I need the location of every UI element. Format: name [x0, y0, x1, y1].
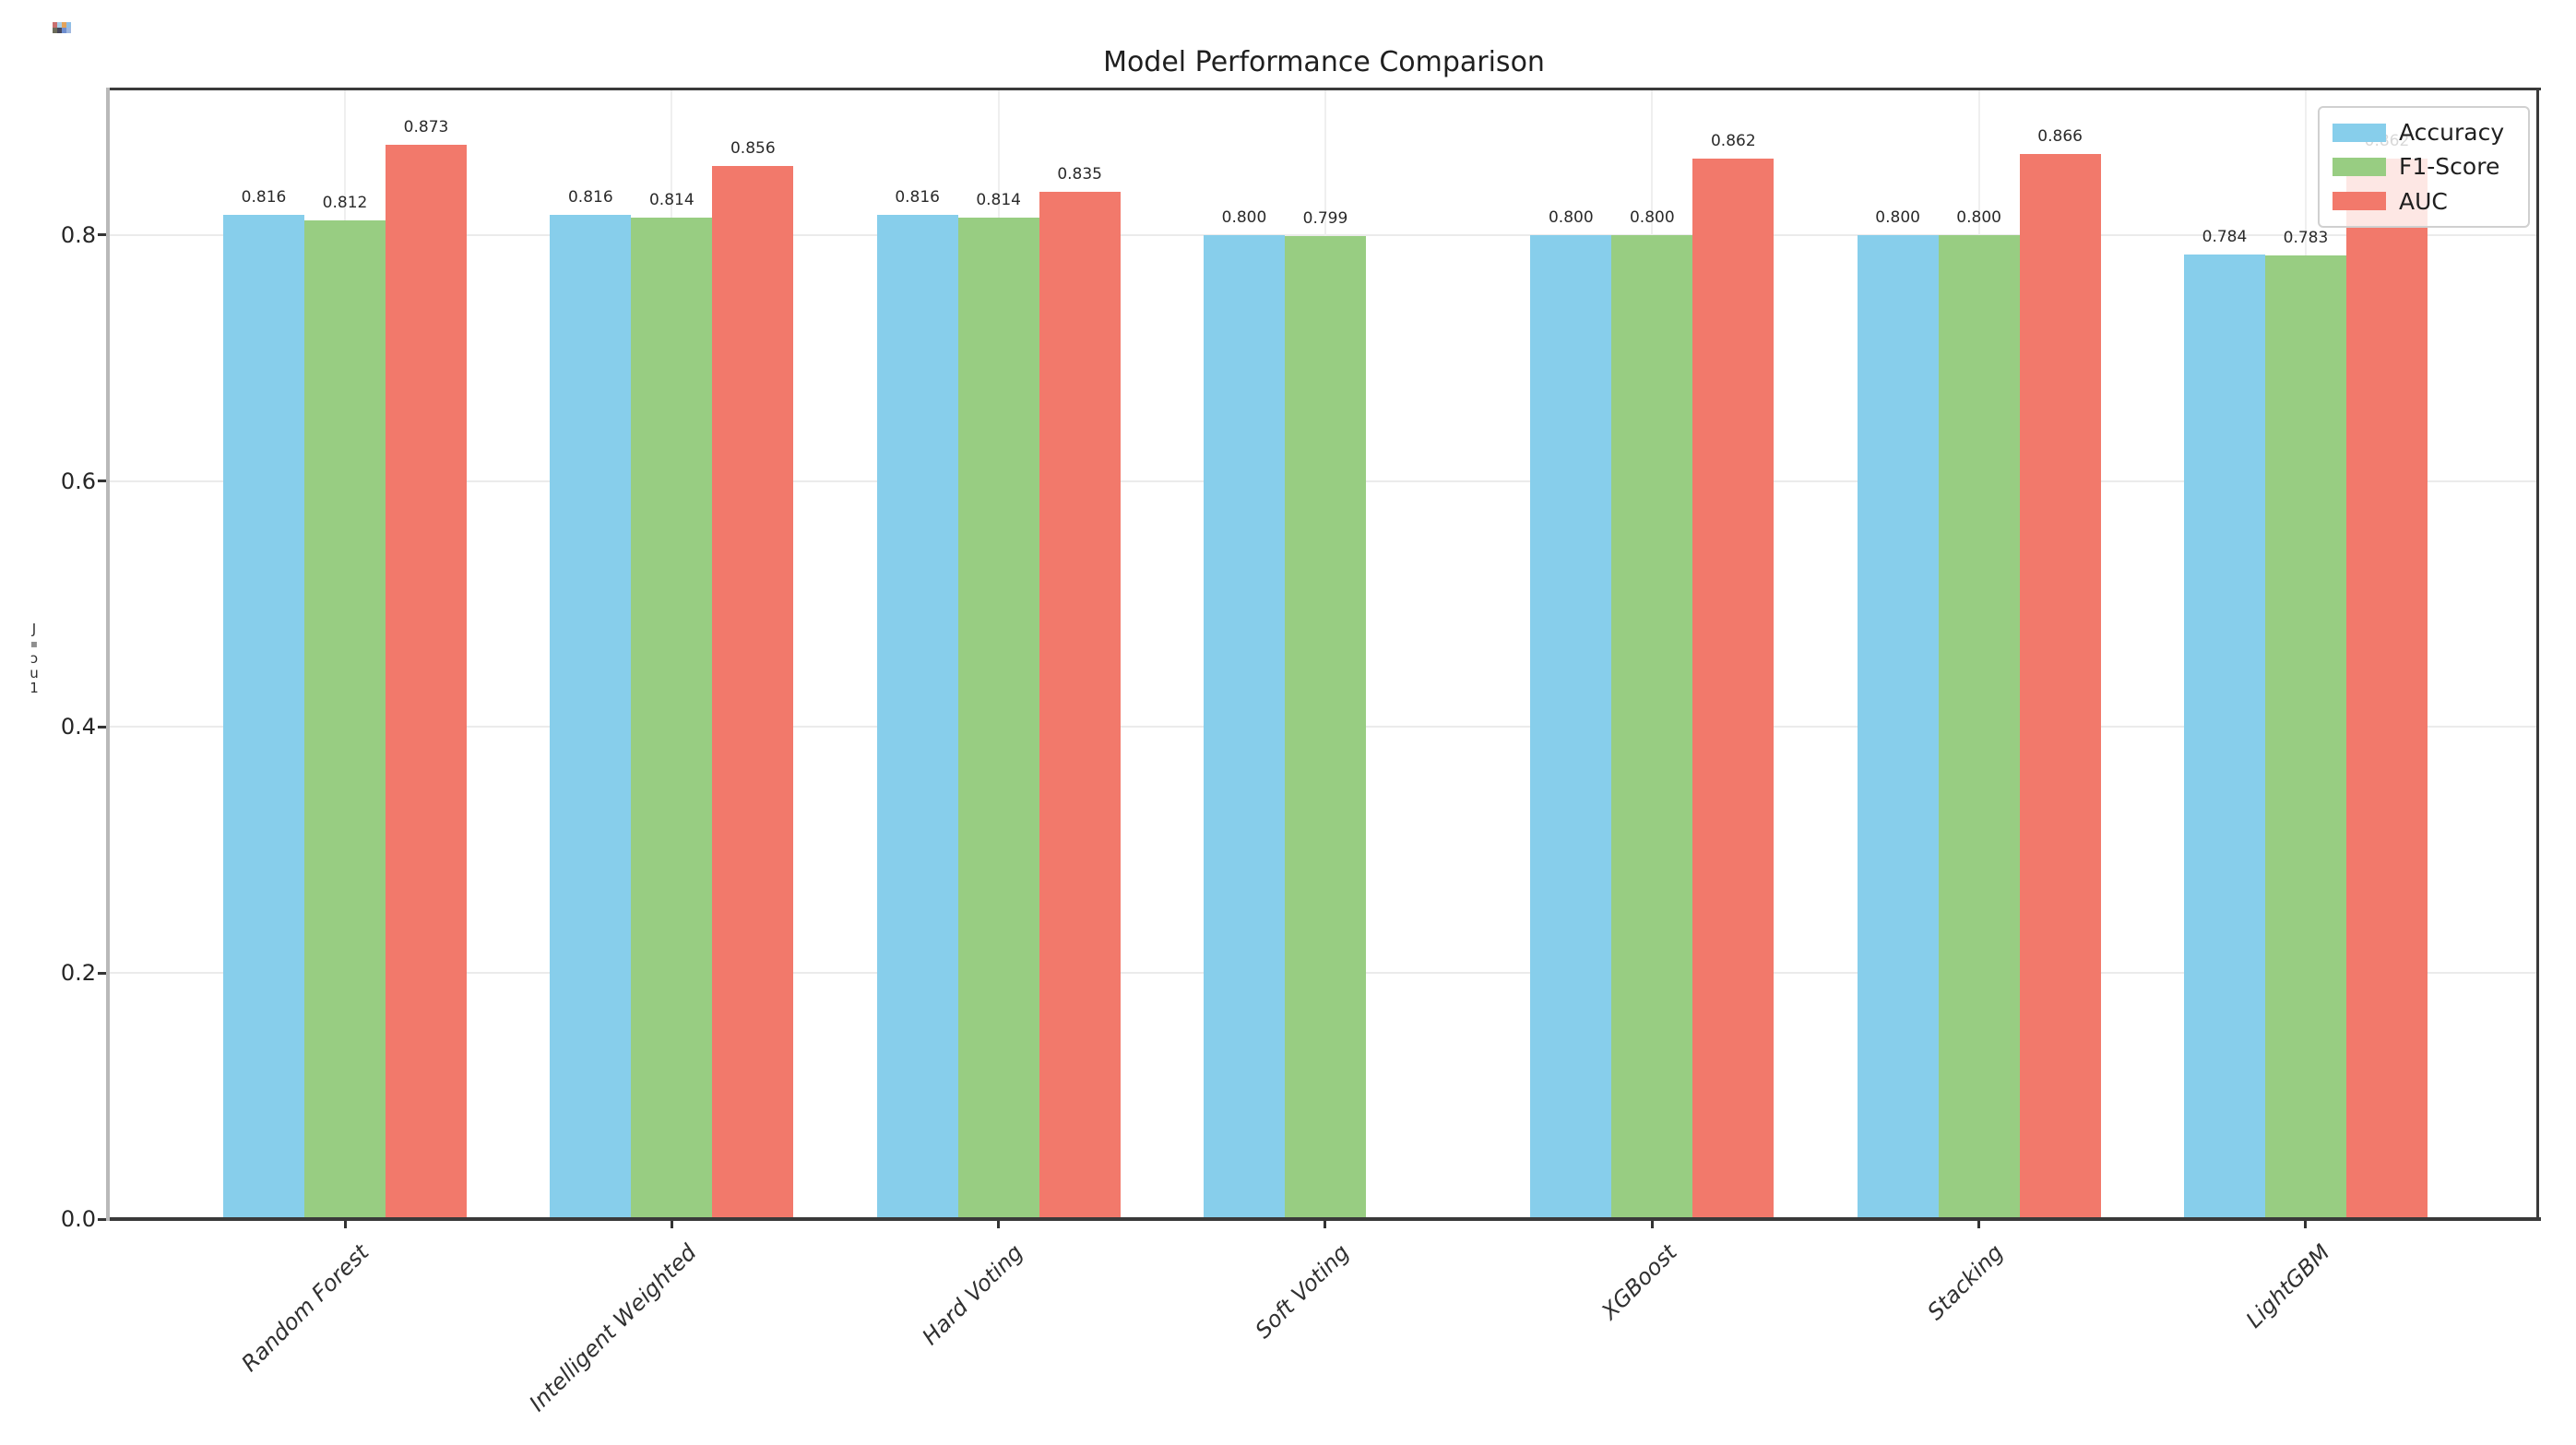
bar-value-label: 0.873: [403, 118, 449, 137]
emoji-pixel: [57, 28, 62, 33]
y-axis-label-fragment: J ▪ ɔ u 1: [24, 622, 44, 695]
bar-f1-score-hard-voting: [957, 218, 1039, 1219]
bar-value-label: 0.783: [2283, 229, 2329, 248]
x-tick-mark: [343, 1219, 347, 1228]
bar-value-label: 0.856: [730, 139, 776, 159]
bar-value-label: 0.800: [1629, 207, 1675, 227]
bar-value-label: 0.800: [1875, 207, 1920, 227]
legend-item-label: AUC: [2399, 187, 2448, 215]
y-tick-label: 0.4: [60, 714, 96, 740]
axis-spine-top: [107, 88, 2541, 90]
bar-auc-stacking: [2019, 153, 2101, 1219]
bar-accuracy-lightgbm: [2183, 255, 2265, 1219]
bar-auc-intelligent-weighted: [712, 166, 794, 1219]
legend-item-f1-score: F1-Score: [2320, 153, 2528, 180]
legend-swatch-icon: [2333, 192, 2386, 211]
x-tick-label: Soft Voting: [1250, 1239, 1355, 1344]
y-tick-mark: [98, 480, 109, 483]
y-axis-label-glyph: ɔ: [30, 650, 39, 667]
legend-item-label: Accuracy: [2399, 119, 2505, 147]
emoji-pixel: [62, 22, 66, 28]
x-tick-label: Random Forest: [236, 1239, 374, 1377]
bar-accuracy-stacking: [1857, 234, 1939, 1219]
bar-f1-score-random-forest: [304, 219, 386, 1219]
y-tick-label: 0.0: [60, 1206, 96, 1232]
axis-spine-right: [2536, 88, 2539, 1221]
x-tick-mark: [997, 1219, 1001, 1228]
x-tick-mark: [670, 1219, 673, 1228]
emoji-pixel: [62, 28, 66, 33]
x-tick-label: Hard Voting: [917, 1239, 1028, 1350]
bar-value-label: 0.814: [648, 191, 694, 210]
emoji-pixel: [66, 22, 71, 28]
cropped-emoji-fragment: [53, 22, 71, 33]
bar-f1-score-intelligent-weighted: [631, 218, 713, 1219]
emoji-pixel: [53, 22, 57, 28]
y-axis-label-glyph: 1: [30, 680, 39, 696]
legend-item-accuracy: Accuracy: [2320, 119, 2528, 146]
bar-auc-hard-voting: [1039, 192, 1121, 1219]
emoji-pixel: [66, 28, 71, 33]
bar-value-label: 0.799: [1302, 209, 1348, 229]
bar-auc-xgboost: [1692, 159, 1775, 1219]
bar-value-label: 0.862: [1710, 132, 1756, 151]
bar-value-label: 0.816: [895, 188, 940, 207]
bar-value-label: 0.866: [2037, 126, 2083, 146]
legend-item-auc: AUC: [2320, 188, 2528, 215]
bar-value-label: 0.812: [322, 193, 368, 212]
bar-accuracy-random-forest: [223, 215, 304, 1219]
plot-area: 0.816 0.816 0.816 0.800 0.800 0.800 0.784 0.812…: [109, 89, 2539, 1219]
bar-value-label: 0.800: [1956, 207, 2001, 227]
chart-title: Model Performance Comparison: [1103, 46, 1545, 78]
bar-accuracy-xgboost: [1530, 234, 1612, 1219]
y-axis-label-glyph: u: [30, 665, 39, 681]
x-tick-label: LightGBM: [2241, 1239, 2335, 1333]
gridline-horizontal: [109, 233, 2539, 236]
bar-value-label: 0.800: [1548, 207, 1594, 227]
legend-swatch-icon: [2333, 123, 2386, 142]
bar-f1-score-xgboost: [1611, 234, 1693, 1219]
x-tick-label: Stacking: [1922, 1239, 2009, 1326]
y-tick-label: 0.2: [60, 960, 96, 987]
bar-value-label: 0.784: [2202, 228, 2248, 247]
bar-accuracy-soft-voting: [1203, 234, 1285, 1219]
axis-spine-bottom: [107, 1217, 2541, 1221]
bar-f1-score-stacking: [1938, 234, 2020, 1219]
bar-auc-random-forest: [386, 145, 467, 1219]
axis-spine-left: [106, 88, 110, 1221]
x-tick-mark: [1977, 1219, 1981, 1228]
x-tick-label: Intelligent Weighted: [523, 1239, 702, 1417]
bar-f1-score-soft-voting: [1284, 236, 1366, 1219]
bar-value-label: 0.800: [1221, 207, 1267, 227]
legend-swatch-icon: [2333, 157, 2386, 176]
bar-value-label: 0.835: [1057, 165, 1102, 184]
bar-value-label: 0.814: [976, 191, 1021, 210]
legend: Accuracy F1-Score AUC: [2318, 106, 2530, 228]
y-axis-label-glyph: ▪: [30, 637, 39, 650]
emoji-pixel: [57, 22, 62, 28]
y-tick-label: 0.6: [60, 468, 96, 494]
x-tick-mark: [1650, 1219, 1654, 1228]
bar-auc-lightgbm: [2345, 159, 2428, 1219]
x-tick-mark: [1324, 1219, 1327, 1228]
y-tick-mark: [98, 725, 109, 728]
y-tick-mark: [98, 233, 109, 237]
y-axis-label-glyph: J: [31, 621, 37, 637]
x-tick-mark: [2304, 1219, 2308, 1228]
bar-value-label: 0.816: [567, 188, 613, 207]
bar-accuracy-hard-voting: [876, 215, 958, 1219]
y-tick-label: 0.8: [60, 221, 96, 248]
y-tick-mark: [98, 1217, 109, 1221]
y-tick-mark: [98, 971, 109, 975]
bar-accuracy-intelligent-weighted: [550, 215, 632, 1219]
legend-item-label: F1-Score: [2399, 153, 2500, 181]
bar-value-label: 0.816: [241, 188, 287, 207]
bar-f1-score-lightgbm: [2264, 255, 2346, 1219]
emoji-pixel: [53, 28, 57, 33]
x-tick-label: XGBoost: [1596, 1239, 1682, 1325]
